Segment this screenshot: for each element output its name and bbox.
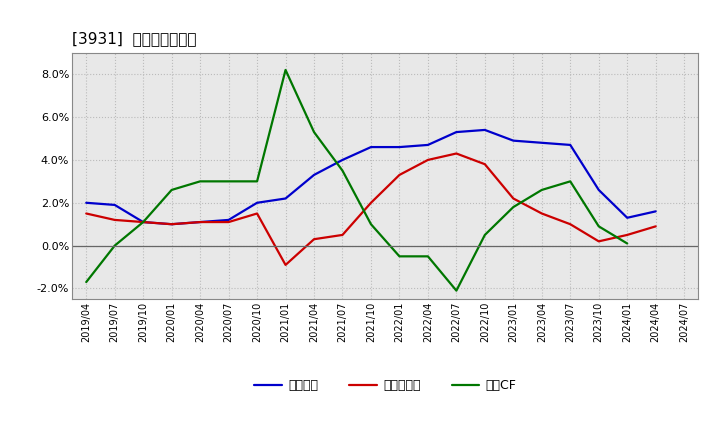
営業CF <box>338 168 347 173</box>
経常利益 <box>423 142 432 147</box>
営業CF <box>196 179 204 184</box>
当期絔利益 <box>282 262 290 268</box>
経常利益 <box>395 144 404 150</box>
当期絔利益 <box>139 220 148 225</box>
営業CF <box>282 67 290 73</box>
経常利益 <box>480 127 489 132</box>
営業CF <box>480 232 489 238</box>
当期絔利益 <box>395 172 404 178</box>
営業CF <box>623 241 631 246</box>
経常利益 <box>537 140 546 146</box>
経常利益 <box>167 222 176 227</box>
当期絔利益 <box>366 200 375 205</box>
当期絔利益 <box>652 224 660 229</box>
経常利益 <box>566 142 575 147</box>
経常利益 <box>225 217 233 223</box>
当期絔利益 <box>225 220 233 225</box>
経常利益 <box>282 196 290 201</box>
営業CF <box>595 224 603 229</box>
営業CF <box>139 220 148 225</box>
当期絔利益 <box>167 222 176 227</box>
営業CF <box>566 179 575 184</box>
当期絔利益 <box>623 232 631 238</box>
営業CF <box>82 279 91 285</box>
経常利益 <box>253 200 261 205</box>
Legend: 経常利益, 当期絔利益, 営業CF: 経常利益, 当期絔利益, 営業CF <box>249 374 521 397</box>
営業CF <box>310 129 318 135</box>
当期絔利益 <box>196 220 204 225</box>
Line: 営業CF: 営業CF <box>86 70 627 291</box>
当期絔利益 <box>452 151 461 156</box>
営業CF <box>395 254 404 259</box>
営業CF <box>423 254 432 259</box>
当期絔利益 <box>253 211 261 216</box>
当期絔利益 <box>595 239 603 244</box>
経常利益 <box>338 157 347 162</box>
営業CF <box>509 205 518 210</box>
営業CF <box>537 187 546 193</box>
当期絔利益 <box>480 161 489 167</box>
当期絔利益 <box>310 237 318 242</box>
営業CF <box>167 187 176 193</box>
経常利益 <box>139 220 148 225</box>
経常利益 <box>452 129 461 135</box>
経常利益 <box>196 220 204 225</box>
経常利益 <box>509 138 518 143</box>
Text: [3931]  マージンの推移: [3931] マージンの推移 <box>72 31 197 46</box>
当期絔利益 <box>537 211 546 216</box>
当期絔利益 <box>509 196 518 201</box>
営業CF <box>110 243 119 248</box>
経常利益 <box>652 209 660 214</box>
営業CF <box>225 179 233 184</box>
Line: 経常利益: 経常利益 <box>86 130 656 224</box>
経常利益 <box>110 202 119 208</box>
営業CF <box>366 222 375 227</box>
営業CF <box>253 179 261 184</box>
当期絔利益 <box>110 217 119 223</box>
当期絔利益 <box>423 157 432 162</box>
当期絔利益 <box>566 222 575 227</box>
経常利益 <box>595 187 603 193</box>
営業CF <box>452 288 461 293</box>
経常利益 <box>366 144 375 150</box>
経常利益 <box>623 215 631 220</box>
当期絔利益 <box>338 232 347 238</box>
当期絔利益 <box>82 211 91 216</box>
経常利益 <box>82 200 91 205</box>
経常利益 <box>310 172 318 178</box>
Line: 当期絔利益: 当期絔利益 <box>86 154 656 265</box>
